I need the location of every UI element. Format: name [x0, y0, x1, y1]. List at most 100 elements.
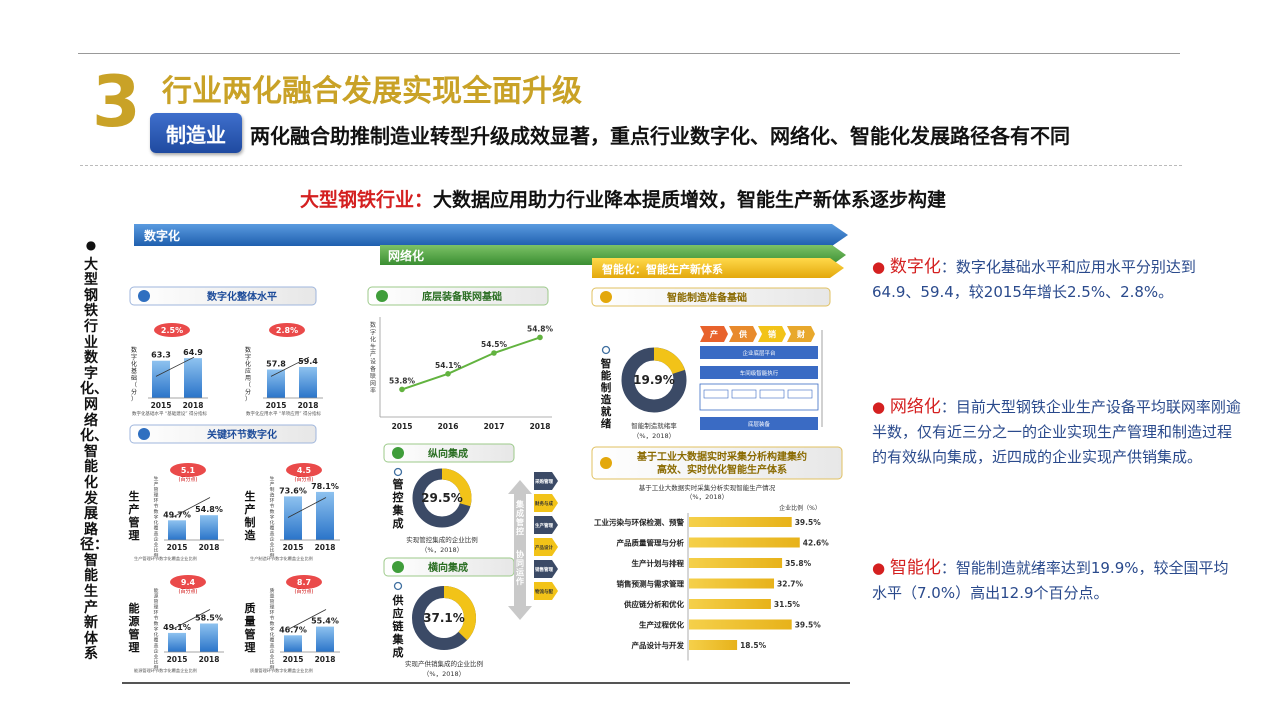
flow-tag: [700, 326, 728, 342]
bar-value-label: 64.9: [183, 348, 203, 357]
bullet-icon: [393, 467, 403, 477]
svg-text:应: 应: [393, 606, 404, 620]
bar: [284, 496, 302, 540]
bar: [316, 491, 334, 540]
intel-donut-label: 智能制造就绪: [600, 357, 612, 430]
bar-year-label: 2015: [167, 655, 188, 664]
bar-year-label: 2018: [183, 401, 204, 410]
bar: [284, 635, 302, 652]
bar: [299, 366, 317, 398]
page-title: 行业两化融合发展实现全面升级: [162, 74, 582, 109]
level-chip-label: 采购管理: [534, 478, 553, 485]
chevron-down-icon: [392, 561, 404, 573]
svg-text:造: 造: [270, 492, 275, 499]
svg-text:数: 数: [370, 321, 376, 329]
svg-text:化: 化: [245, 360, 251, 368]
svg-text:绪: 绪: [601, 417, 612, 430]
bar-year-label: 2015: [283, 543, 304, 552]
line-point-label: 54.1%: [435, 361, 462, 370]
level-chip: [534, 516, 558, 534]
svg-text:化: 化: [131, 360, 137, 368]
bar-year-label: 2018: [315, 543, 336, 552]
intelligent-arrow-label: 智能化：智能生产新体系: [602, 262, 723, 276]
svg-text:生: 生: [129, 489, 140, 503]
svg-text:分: 分: [245, 388, 251, 396]
bar-value-label: 63.3: [151, 351, 171, 360]
bar: [689, 558, 783, 568]
svg-text:盖: 盖: [154, 642, 159, 649]
svg-text:控: 控: [516, 526, 524, 536]
svg-text:比: 比: [154, 547, 159, 554]
svg-text:例: 例: [154, 552, 159, 559]
bar: [689, 517, 792, 527]
key-link-chart: 生产管理生产管理环节数字化覆盖企业比例49.7%201554.8%20185.1…: [129, 463, 224, 562]
donut-value: 29.5%: [421, 491, 463, 505]
digital-key-header: [129, 424, 317, 444]
svg-text:链: 链: [393, 619, 405, 633]
key-link-label: 生产管理: [129, 489, 140, 542]
svg-text:集: 集: [392, 503, 405, 517]
svg-text:盖: 盖: [270, 530, 275, 537]
bar: [184, 358, 202, 398]
svg-text:源: 源: [129, 614, 140, 628]
right-note-digital: ● 数字化：数字化基础水平和应用水平分别达到64.9、59.4，较2015年增长…: [872, 255, 1242, 305]
growth-value: 9.4: [181, 578, 196, 587]
vertical-integration-title: 纵向集成: [428, 447, 468, 460]
right-note-key: 智能化: [889, 558, 941, 578]
line-point-label: 54.8%: [527, 324, 554, 333]
growth-value: 4.5: [297, 466, 312, 475]
svg-text:管: 管: [516, 517, 524, 527]
svg-text:产: 产: [154, 481, 159, 488]
growth-value: 2.8%: [276, 326, 298, 335]
bottom-rule: [122, 682, 850, 684]
dashed-divider: [80, 165, 1182, 166]
svg-text:（: （: [131, 382, 137, 389]
key-link-chart: 能源管理能源管理环节数字化覆盖企业比例49.1%201558.5%20189.4…: [129, 575, 224, 674]
trend-arrow: [287, 497, 327, 518]
svg-text:节: 节: [270, 504, 275, 510]
flow-tag-label: 财: [796, 329, 805, 339]
bar-value-label: 42.6%: [803, 539, 830, 548]
growth-badge: [269, 323, 305, 337]
bar: [689, 578, 775, 589]
intelligent-bigdata-header: [591, 446, 843, 480]
svg-text:产: 产: [370, 350, 376, 358]
svg-text:（: （: [245, 382, 251, 389]
svg-text:产: 产: [245, 502, 256, 516]
svg-text:数: 数: [245, 346, 251, 354]
donut-caption: 实现管控集成的企业比例: [406, 535, 478, 544]
intelligent-arrow: [592, 258, 844, 278]
chevron-down-icon: [138, 428, 150, 440]
bullet-icon: [601, 345, 611, 355]
svg-text:盖: 盖: [154, 530, 159, 537]
flow-cell: [787, 389, 813, 399]
bar: [689, 640, 738, 650]
growth-unit: (百分点): [295, 476, 314, 483]
network-donuts: 管控集成29.5%实现管控集成的企业比例（%，2018）供应链集成37.1%实现…: [392, 467, 483, 678]
x-tick-label: 2017: [484, 422, 505, 431]
intel-donut: 智能制造就绪 19.9% 智能制造就绪率 （%，2018）: [600, 345, 687, 440]
donut-value: 37.1%: [423, 611, 465, 625]
key-link-ylabel: 质量管理环节数字化覆盖企业比例: [270, 587, 275, 671]
svg-text:比: 比: [270, 659, 275, 666]
flow-tag: [729, 326, 757, 342]
digital-overall-title: 数字化整体水平: [207, 290, 277, 303]
trend-arrow: [155, 356, 195, 377]
donut-caption: （%，2018）: [423, 670, 465, 678]
key-link-ylabel: 生产管理环节数字化覆盖企业比例: [154, 475, 159, 559]
svg-text:数: 数: [270, 508, 275, 515]
bar-chart-caption: （%，2018）: [686, 493, 728, 501]
line-point: [491, 350, 497, 356]
svg-text:数: 数: [131, 346, 137, 354]
bar-year-label: 2015: [167, 543, 188, 552]
bar-value-label: 58.5%: [195, 614, 223, 623]
svg-text:产: 产: [129, 502, 140, 516]
vertical-label: ● 大型钢铁行业数字化、网络化、智能化发展路径：智能生产新体系: [80, 238, 108, 663]
bar-category-label: 工业污染与环保检测、预警: [594, 517, 684, 527]
svg-text:字: 字: [245, 353, 251, 361]
svg-text:数: 数: [154, 508, 159, 515]
donut-segment: [412, 468, 472, 528]
svg-text:作: 作: [516, 576, 524, 586]
